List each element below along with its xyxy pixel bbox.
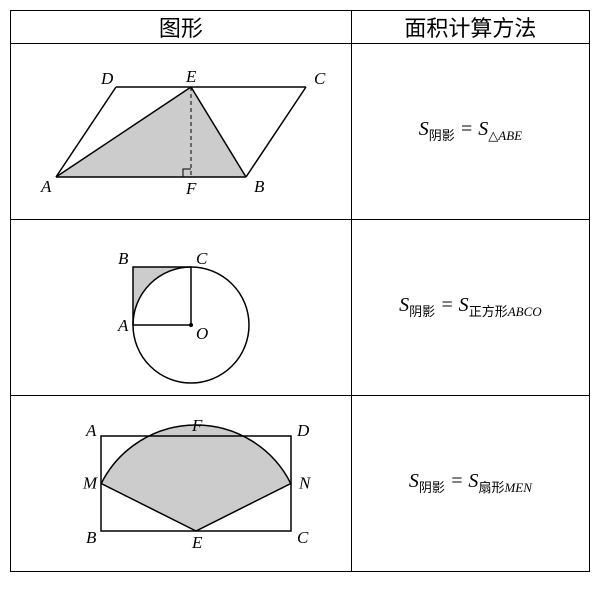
parallelogram-figure: A B C D E F	[16, 47, 346, 217]
svg-text:B: B	[254, 177, 265, 196]
formula-1: S阴影 = S△ABE	[419, 118, 522, 140]
svg-text:E: E	[191, 533, 203, 552]
square-circle-figure: A B C O	[16, 220, 346, 395]
formula-cell-3: S阴影 = S扇形MEN	[351, 396, 589, 572]
geometry-formula-table: 图形 面积计算方法 A B C D E F S阴影 = S△ABE A B C O S阴影 = …	[10, 10, 590, 572]
svg-text:A: A	[117, 316, 129, 335]
svg-text:M: M	[82, 474, 98, 493]
table-header-row: 图形 面积计算方法	[11, 11, 590, 44]
table-row: A D B C M N E F S阴影 = S扇形MEN	[11, 396, 590, 572]
table-row: A B C D E F S阴影 = S△ABE	[11, 44, 590, 220]
svg-text:A: A	[85, 421, 97, 440]
sector-rect-figure: A D B C M N E F	[16, 396, 346, 571]
svg-text:N: N	[298, 474, 312, 493]
formula-3: S阴影 = S扇形MEN	[409, 470, 532, 492]
svg-text:D: D	[296, 421, 310, 440]
svg-text:C: C	[314, 69, 326, 88]
figure-cell-3: A D B C M N E F	[11, 396, 352, 572]
svg-text:D: D	[100, 69, 114, 88]
formula-cell-1: S阴影 = S△ABE	[351, 44, 589, 220]
header-figure: 图形	[11, 11, 352, 44]
svg-text:B: B	[86, 528, 97, 547]
svg-text:B: B	[118, 249, 129, 268]
header-method: 面积计算方法	[351, 11, 589, 44]
figure-cell-1: A B C D E F	[11, 44, 352, 220]
formula-cell-2: S阴影 = S正方形ABCO	[351, 220, 589, 396]
svg-text:F: F	[191, 416, 203, 435]
figure-cell-2: A B C O	[11, 220, 352, 396]
formula-2: S阴影 = S正方形ABCO	[399, 294, 541, 316]
svg-text:E: E	[185, 67, 197, 86]
svg-text:A: A	[40, 177, 52, 196]
svg-text:F: F	[185, 179, 197, 198]
svg-text:C: C	[297, 528, 309, 547]
svg-text:C: C	[196, 249, 208, 268]
table-row: A B C O S阴影 = S正方形ABCO	[11, 220, 590, 396]
svg-text:O: O	[196, 324, 208, 343]
